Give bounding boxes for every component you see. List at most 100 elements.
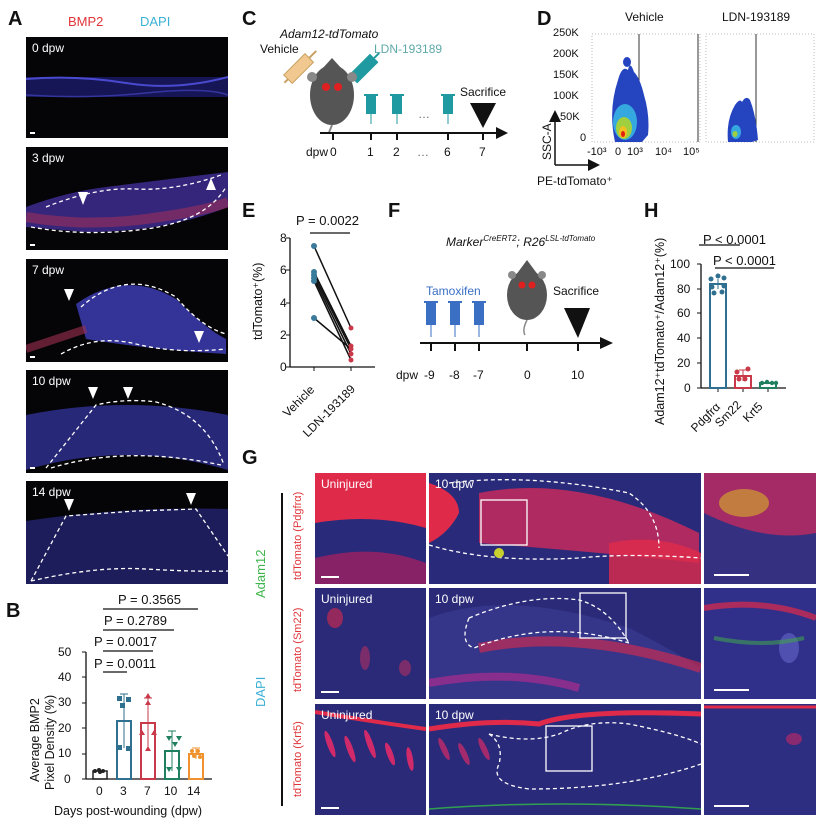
pvalue-e: P = 0.0022 <box>296 213 360 228</box>
pvalue-0-7: P = 0.0017 <box>94 634 158 649</box>
scale-bar <box>321 691 339 693</box>
timepoint-label: 14 dpw <box>32 485 71 499</box>
condition-label: 10 dpw <box>435 708 474 722</box>
genotype-label-f: MarkerCreERT2; R26LSL-tdTomato <box>446 234 596 249</box>
ldn-column-title: LDN-193189 <box>722 10 791 24</box>
timeline-tick: 0 <box>330 145 337 159</box>
row-label-pdgfra: tdTomato (Pdgfrα) <box>292 491 304 580</box>
mouse-icon <box>307 58 357 133</box>
timeline-tick: 10 <box>571 368 585 382</box>
pvalue-0-10: P = 0.2789 <box>104 613 168 628</box>
x-tick: 14 <box>187 784 201 798</box>
flow-density-plots <box>549 33 815 171</box>
ellipsis: … <box>418 107 430 121</box>
tamoxifen-label: Tamoxifen <box>426 284 481 298</box>
y-tick: 8 <box>280 231 287 245</box>
dpw-axis-label: dpw <box>306 145 329 159</box>
condition-label: 10 dpw <box>435 592 474 606</box>
condition-label: 10 dpw <box>435 477 474 491</box>
pvalue-0-3: P = 0.0011 <box>94 656 157 671</box>
pvalue-h-1: P < 0.0001 <box>703 232 767 247</box>
row-bracket-line <box>281 493 283 806</box>
panel-e-label: E <box>242 200 256 222</box>
g-uninjured-krt5: Uninjured <box>315 704 426 815</box>
sacrifice-label: Sacrifice <box>460 85 507 99</box>
vehicle-syringe-icon <box>283 50 317 85</box>
y-tick: 4 <box>280 296 287 310</box>
micrograph-10dpw: 10 dpw <box>26 370 228 473</box>
g-zoom-sm22 <box>704 588 816 699</box>
y-tick: 100 <box>670 257 691 271</box>
bar-chart-h <box>697 244 786 392</box>
panel-d-label: D <box>537 8 552 30</box>
timepoint-label: 0 dpw <box>32 41 65 55</box>
pe-tdtomato-axis-label: PE-tdTomato⁺ <box>537 174 613 188</box>
x-tick: 10³ <box>627 146 643 158</box>
mouse-icon-f <box>507 260 547 336</box>
y-tick: 250K <box>553 27 579 39</box>
vehicle-column-title: Vehicle <box>625 10 664 24</box>
g-10dpw-krt5: 10 dpw <box>429 704 701 815</box>
y-tick: 60 <box>677 306 691 320</box>
panel-h-label: H <box>644 200 659 222</box>
micrograph-14dpw: 14 dpw <box>26 481 228 584</box>
y-tick: 20 <box>677 356 691 370</box>
micrograph-7dpw: 7 dpw <box>26 259 228 362</box>
x-axis-label: Days post-wounding (dpw) <box>54 804 202 818</box>
panel-g-label: G <box>242 447 258 469</box>
dapi-legend: DAPI <box>140 14 171 29</box>
sacrifice-triangle-icon-f <box>564 308 590 338</box>
paired-scatter-plot <box>286 232 375 371</box>
bmp2-legend: BMP2 <box>68 14 104 29</box>
g-10dpw-sm22: 10 dpw <box>429 588 701 699</box>
ssc-a-axis-label: SSC-A <box>540 123 554 160</box>
tdtomato-y-axis-label: tdTomato⁺(%) <box>251 262 265 340</box>
drug-label: LDN-193189 <box>374 42 443 56</box>
tamoxifen-syringe-icons <box>424 301 486 337</box>
scale-bar <box>321 807 339 809</box>
y-axis-label-line1: Average BMP2 <box>28 698 42 782</box>
dapi-side-label: DAPI <box>253 676 268 707</box>
scale-bar <box>714 689 749 691</box>
pvalue-0-14: P = 0.3565 <box>118 592 182 607</box>
timeline-tick: -8 <box>449 368 460 382</box>
scale-bar <box>30 244 35 246</box>
y-tick: 40 <box>677 331 691 345</box>
panel-b-label: B <box>6 600 21 622</box>
g-10dpw-pdgfra: 10 dpw <box>429 473 701 584</box>
y-tick: 200K <box>553 48 579 60</box>
x-tick: 10⁵ <box>683 146 700 158</box>
injection-syringe-icons <box>364 94 455 124</box>
y-tick: 0 <box>580 132 587 144</box>
x-tick: 0 <box>615 146 622 158</box>
dpw-axis-label-f: dpw <box>396 368 419 382</box>
timepoint-label: 7 dpw <box>32 263 65 277</box>
x-tick: 10 <box>164 784 178 798</box>
h-y-axis-label: Adam12⁺tdTomato⁺/Adam12⁺(%) <box>653 237 667 425</box>
g-uninjured-pdgfra: Uninjured <box>315 473 426 584</box>
timeline-diagram-c <box>283 50 508 140</box>
timeline-tick: 2 <box>393 145 400 159</box>
y-tick: 50K <box>560 111 580 123</box>
scale-bar <box>30 467 35 469</box>
x-tick: 7 <box>144 784 151 798</box>
row-label-krt5: tdTomato (Krt5) <box>292 721 304 797</box>
adam12-side-label: Adam12 <box>253 549 268 598</box>
panel-a-label: A <box>8 8 23 30</box>
scale-bar <box>30 132 35 134</box>
g-uninjured-sm22: Uninjured <box>315 588 426 699</box>
y-tick: 0 <box>280 360 287 374</box>
timeline-tick: … <box>417 145 429 159</box>
panel-f-label: F <box>388 200 401 222</box>
condition-label: Uninjured <box>321 477 373 491</box>
timeline-tick: -9 <box>424 368 435 382</box>
timeline-tick: 7 <box>479 145 486 159</box>
timeline-tick: 1 <box>367 145 374 159</box>
y-tick: 40 <box>58 670 72 684</box>
row-label-sm22: tdTomato (Sm22) <box>292 607 304 692</box>
x-tick: -10³ <box>587 146 607 158</box>
micrograph-0dpw: 0 dpw <box>26 37 228 138</box>
vehicle-label: Vehicle <box>260 42 299 56</box>
zoom-region-box <box>480 499 528 546</box>
zoom-region-box <box>579 592 627 639</box>
